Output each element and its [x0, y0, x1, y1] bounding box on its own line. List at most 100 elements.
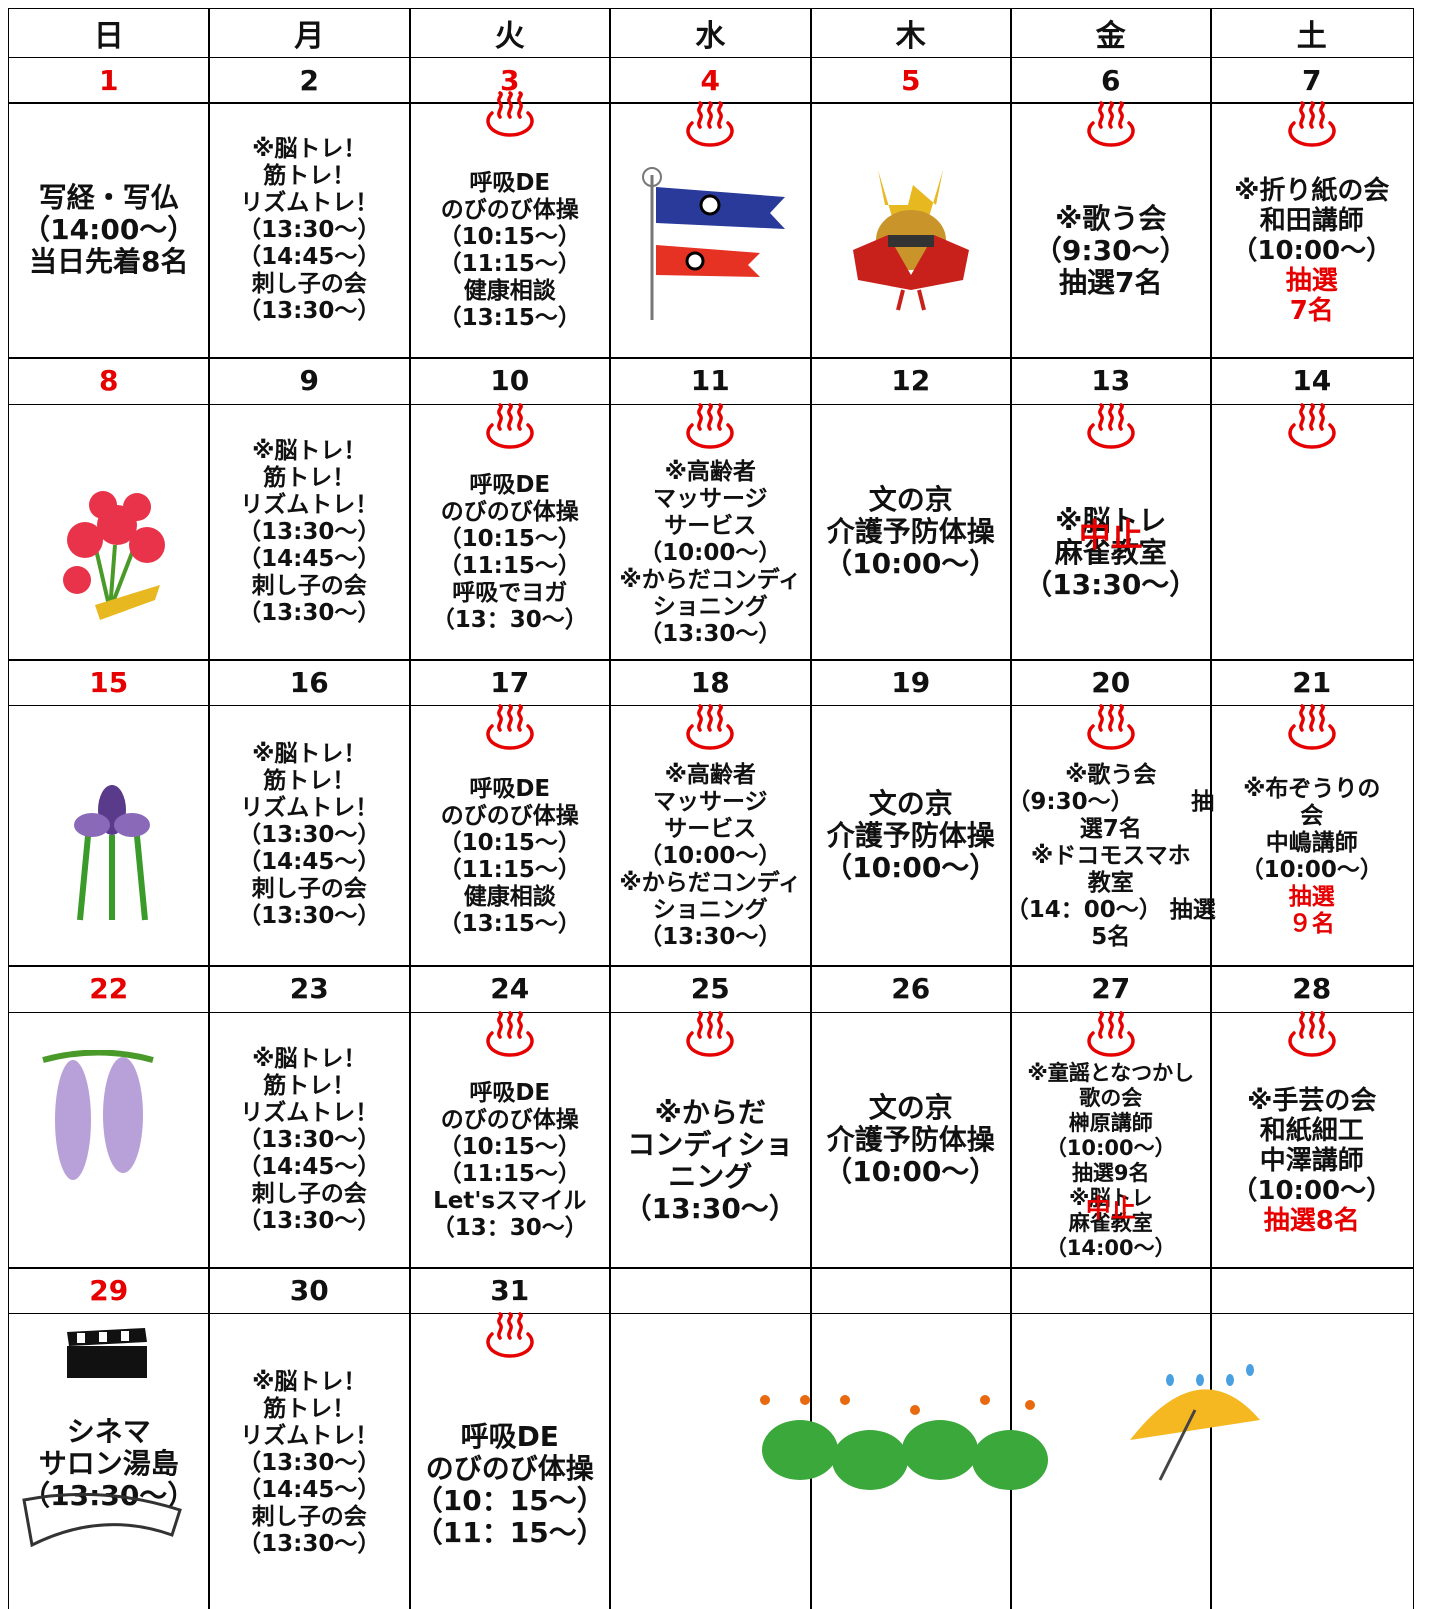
event-line: （11:15～） — [438, 856, 581, 883]
event-line: ※歌う会 — [1055, 202, 1167, 236]
day-header: 月 — [208, 8, 411, 58]
umbrella — [1120, 1350, 1270, 1490]
onsen-icon — [680, 704, 740, 756]
day-cell: ※折り紙の会 和田講師 （10:00～） 抽選 7名 — [1210, 101, 1414, 359]
onsen-icon — [480, 403, 540, 455]
event-line: ※ドコモスマホ — [1030, 843, 1191, 870]
event-line: ※脳トレ！ — [252, 135, 367, 162]
day-cell — [8, 705, 210, 967]
event-line: リズムトレ！ — [240, 795, 379, 822]
day-header: 土 — [1210, 8, 1414, 58]
event-line: （13:30～） — [238, 1126, 381, 1153]
event-line: マッサージ — [652, 789, 768, 816]
event-line: （14:00～） — [22, 213, 196, 247]
event-line: 筋トレ！ — [263, 1396, 356, 1423]
event-line: 抽選 — [1288, 883, 1335, 910]
date-cell: 18 — [609, 659, 812, 706]
date-cell: 19 — [810, 659, 1012, 706]
event-line: 筋トレ！ — [263, 1072, 356, 1099]
event-line: （14:45～） — [238, 545, 381, 572]
event-line: （11：15～） — [414, 1515, 605, 1549]
date-cell: 27 — [1010, 965, 1212, 1013]
event-line: ※手芸の会 — [1247, 1086, 1377, 1117]
event-line: 当日先着8名 — [29, 245, 189, 279]
event-line: （13:30～） — [238, 903, 381, 930]
event-line: リズムトレ！ — [240, 1423, 379, 1450]
cancel-text: 中止 — [1078, 516, 1143, 555]
event-line: ※脳トレ — [1069, 1186, 1153, 1211]
date-cell: 5 — [810, 57, 1012, 104]
event-line: 中嶋講師 — [1265, 829, 1358, 856]
event-line: のびのび体操 — [440, 802, 579, 829]
event-line: 介護予防体操 — [826, 818, 995, 852]
day-cell: ※脳トレ！ 筋トレ！ リズムトレ！ （13:30～） （14:45～） 刺し子の会 （13:… — [208, 1012, 411, 1269]
day-cell: 文の京 介護予防体操 （10:00～） — [810, 1012, 1012, 1269]
date-cell: 28 — [1210, 965, 1414, 1013]
event-line: 呼吸DE — [460, 1419, 559, 1453]
day-cell: 呼吸DE のびのび体操 （10:15～） （11:15～） 健康相談 （13:15～） — [409, 704, 611, 967]
koinobori — [640, 165, 790, 325]
day-cell: ※からだ コンディショ ニング （13:30～） — [609, 1011, 812, 1269]
event-line: （13：30～） — [431, 607, 588, 634]
day-header: 水 — [609, 8, 812, 58]
event-line: ※高齢者 — [664, 458, 756, 485]
day-cell: 呼吸DE のびのび体操 （10:15～） （11:15～） 健康相談 （13:15～） — [409, 91, 611, 359]
event-line: 筋トレ！ — [263, 162, 356, 189]
day-cell: 文の京 介護予防体操 （10:00～） — [810, 705, 1012, 967]
date-cell: 23 — [208, 965, 411, 1013]
date-cell: 24 — [409, 965, 611, 1013]
event-line: 呼吸DE — [469, 1080, 551, 1107]
event-line: （9:30～） 抽 — [1007, 789, 1215, 816]
date-cell: 9 — [208, 357, 411, 405]
day-cell: 呼吸DE のびのび体操 （10:15～） （11:15～） Let'sスマイル （13：3… — [409, 1011, 611, 1269]
event-line: のびのび体操 — [425, 1451, 594, 1485]
date-cell — [810, 1267, 1012, 1314]
event-line: のびのび体操 — [440, 499, 579, 526]
event-line: （14:00～） — [1045, 1236, 1176, 1261]
event-line: 筋トレ！ — [263, 464, 356, 491]
carnation — [55, 485, 170, 635]
event-line: 写経・写仏 — [38, 181, 179, 215]
event-line: 刺し子の会 — [251, 1180, 367, 1207]
day-cell: ※脳トレ！ 筋トレ！ リズムトレ！ （13:30～） （14:45～） 刺し子の会 （13:… — [208, 404, 411, 661]
event-line: （10:00～） — [639, 843, 782, 870]
day-header: 木 — [810, 8, 1012, 58]
day-cell: ※高齢者 マッサージ サービス （10:00～） ※からだコンディ ショニング （13:30… — [609, 403, 812, 661]
day-cell — [8, 1012, 210, 1269]
event-line: 和紙細工 — [1259, 1116, 1364, 1147]
day-cell: ※脳トレ 中止 麻雀教室 （13:30～） — [1010, 403, 1212, 661]
event-line: （10：15～） — [414, 1483, 605, 1517]
day-cell: 文の京 介護予防体操 （10:00～） — [810, 404, 1012, 661]
event-line: 教室 — [1087, 870, 1134, 897]
date-cell: 17 — [409, 659, 611, 706]
event-line: 筋トレ！ — [263, 768, 356, 795]
event-line: コンディショ — [627, 1128, 794, 1162]
day-cell: ※童謡となつかし 歌の会 榊原講師 （10:00～） 抽選9名 ※脳トレ 中止 麻雀教室 （14… — [1010, 1011, 1212, 1269]
event-line: シネマ — [66, 1414, 151, 1448]
event-line: リズムトレ！ — [240, 1099, 379, 1126]
date-cell: 4 — [609, 57, 812, 104]
event-line: 文の京 — [868, 1091, 953, 1125]
onsen-icon — [1081, 1011, 1141, 1063]
event-line: サービス — [664, 816, 757, 843]
date-cell: 6 — [1010, 57, 1212, 104]
event-line: ※脳トレ！ — [252, 1045, 367, 1072]
event-line: 呼吸DE — [469, 170, 551, 197]
event-line: （10:00～） — [1240, 856, 1383, 883]
event-line: リズムトレ！ — [240, 189, 379, 216]
day-cell: ※手芸の会 和紙細工 中澤講師 （10:00～） 抽選8名 — [1210, 1011, 1414, 1269]
event-line: （10:00～） — [639, 539, 782, 566]
event-line: （11:15～） — [438, 251, 581, 278]
date-cell: 13 — [1010, 357, 1212, 405]
event-line: （13:30～） — [1024, 568, 1198, 602]
date-cell: 7 — [1210, 57, 1414, 104]
date-cell: 20 — [1010, 659, 1212, 706]
day-cell: ※布ぞうりの会中嶋講師 （10:00～） 抽選 ９名 — [1210, 704, 1414, 967]
cancel-text: 中止 — [1085, 1194, 1136, 1224]
onsen-icon — [480, 704, 540, 756]
event-line: ９名 — [1288, 910, 1335, 937]
event-line: 抽選 — [1285, 266, 1338, 297]
date-cell: 22 — [8, 965, 210, 1013]
date-cell: 25 — [609, 965, 812, 1013]
